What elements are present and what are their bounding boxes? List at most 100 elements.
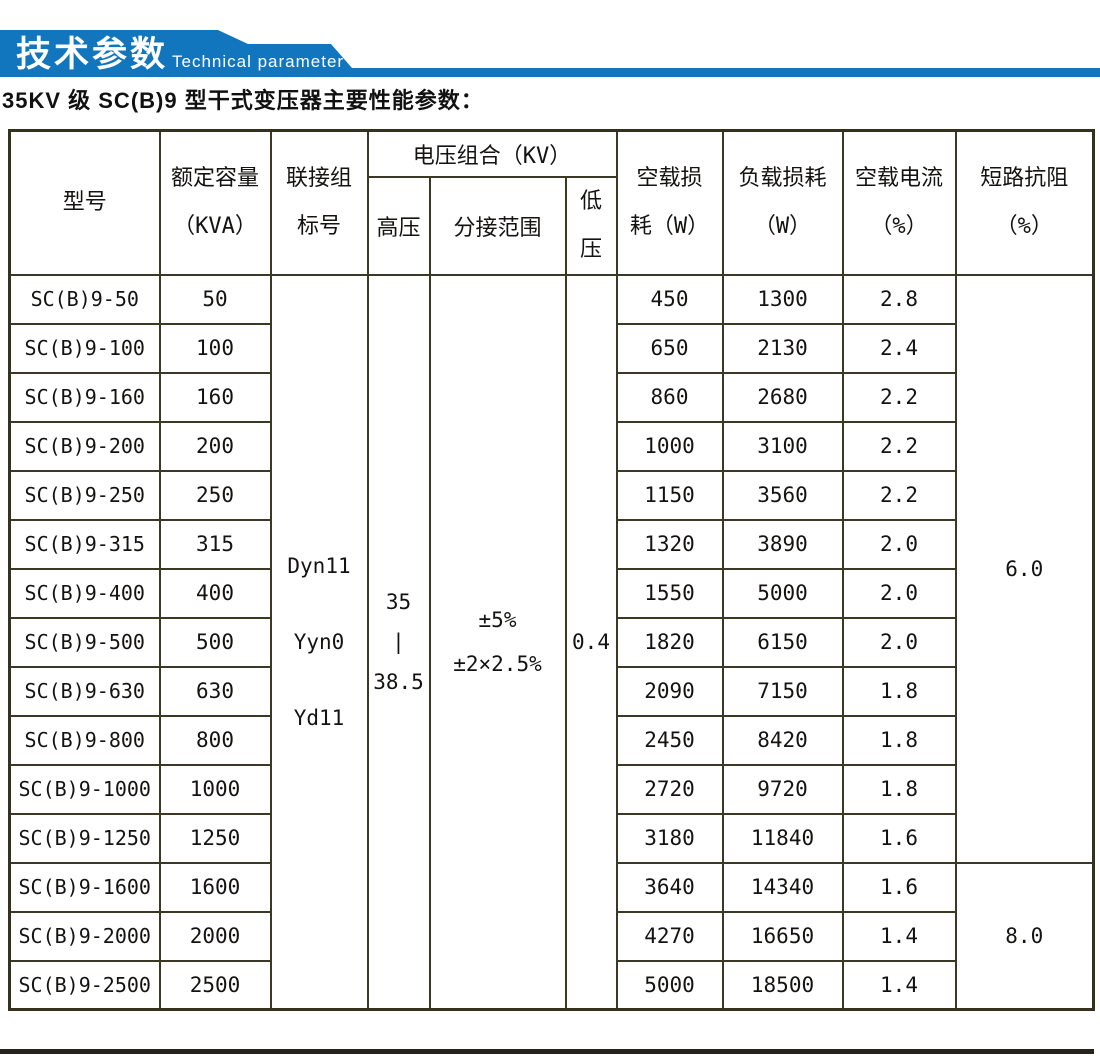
- cell-load-loss: 18500: [721, 959, 844, 1011]
- cell-no-load-current: 1.6: [841, 812, 957, 864]
- header-line: （%）: [995, 213, 1053, 239]
- cell-no-load-loss: 1000: [615, 420, 724, 472]
- cell-model: SC(B)9-100: [8, 322, 161, 374]
- connection-group-line: Yd11: [293, 705, 345, 730]
- cell-tap-range: ±5% ±2×2.5%: [428, 273, 567, 1011]
- cell-capacity: 400: [158, 567, 272, 619]
- cell-no-load-current: 1.6: [841, 861, 957, 913]
- table-row: SC(B)9-100 100 650 2130 2.4: [8, 322, 1094, 374]
- cell-model: SC(B)9-50: [8, 273, 161, 325]
- header-line: 额定容量: [170, 165, 259, 191]
- table-row: SC(B)9-2000 2000 4270 16650 1.4: [8, 910, 1094, 962]
- cell-impedance-8: 8.0: [954, 861, 1095, 1011]
- header-line: 标号: [296, 213, 341, 239]
- header-line: 耗（W）: [629, 213, 710, 239]
- header-no-load-current: 空载电流 （%）: [841, 129, 957, 276]
- tap-range-line: ±2×2.5%: [453, 651, 542, 676]
- cell-model: SC(B)9-1250: [8, 812, 161, 864]
- banner-title: 技术参数: [16, 35, 169, 74]
- cell-load-loss: 14340: [721, 861, 844, 913]
- cell-model: SC(B)9-400: [8, 567, 161, 619]
- cell-capacity: 160: [158, 371, 272, 423]
- header-row-1: 型号 额定容量 （KVA） 联接组 标号 电压组合（KV） 空载损 耗（W） 负…: [8, 129, 1095, 276]
- table-row: SC(B)9-1600 1600 3640 14340 1.6 8.0: [8, 861, 1095, 1011]
- header-line: 空载电流: [854, 165, 943, 191]
- cell-load-loss: 2130: [721, 322, 844, 374]
- header-hv: 高压: [366, 175, 431, 276]
- cell-load-loss: 3100: [721, 420, 844, 472]
- cell-no-load-loss: 1150: [615, 469, 724, 521]
- header-no-load-loss: 空载损 耗（W）: [615, 129, 724, 276]
- header-model: 型号: [8, 129, 161, 276]
- banner-subtitle: Technical parameter: [172, 52, 345, 71]
- header-line: 高压: [376, 215, 421, 241]
- header-line: （%）: [870, 213, 928, 239]
- cell-capacity: 50: [158, 273, 272, 325]
- cell-no-load-current: 2.8: [841, 273, 957, 325]
- header-voltage-combo: 电压组合（KV）: [366, 129, 618, 178]
- cell-no-load-loss: 3640: [615, 861, 724, 913]
- header-tap-range: 分接范围: [428, 175, 567, 276]
- cell-capacity: 2000: [158, 910, 272, 962]
- banner-ribbon: [0, 30, 1100, 77]
- cell-no-load-loss: 4270: [615, 910, 724, 962]
- cell-load-loss: 3560: [721, 469, 844, 521]
- cell-capacity: 1250: [158, 812, 272, 864]
- cell-no-load-current: 2.0: [841, 518, 957, 570]
- header-row-2: 高压 分接范围 低 压: [10, 175, 1094, 276]
- cell-no-load-loss: 2450: [615, 714, 724, 766]
- bottom-rule: [0, 1049, 1094, 1054]
- table-row: SC(B)9-1000 1000 2720 9720 1.8: [8, 763, 1094, 815]
- hv-line: |: [392, 629, 405, 654]
- cell-model: SC(B)9-630: [8, 665, 161, 717]
- cell-model: SC(B)9-2000: [8, 910, 161, 962]
- header-line: 分接范围: [453, 215, 542, 241]
- cell-no-load-loss: 3180: [615, 812, 724, 864]
- cell-capacity: 800: [158, 714, 272, 766]
- header-impedance: 短路抗阻 （%）: [954, 129, 1095, 276]
- cell-no-load-current: 1.8: [841, 714, 957, 766]
- cell-load-loss: 5000: [721, 567, 844, 619]
- cell-capacity: 2500: [158, 959, 272, 1011]
- cell-load-loss: 8420: [721, 714, 844, 766]
- cell-no-load-current: 1.4: [841, 959, 957, 1011]
- table-row: SC(B)9-50 50 Dyn11 Yyn0 Yd11 35 | 38.5 ±…: [8, 273, 1095, 1011]
- doc-title: 35KV 级 SC(B)9 型干式变压器主要性能参数：: [2, 88, 484, 113]
- cell-no-load-loss: 1320: [615, 518, 724, 570]
- cell-load-loss: 7150: [721, 665, 844, 717]
- connection-group-line: Dyn11: [287, 553, 351, 578]
- header-line: （W）: [753, 213, 812, 239]
- cell-model: SC(B)9-200: [8, 420, 161, 472]
- cell-no-load-current: 1.4: [841, 910, 957, 962]
- cell-capacity: 1600: [158, 861, 272, 913]
- cell-no-load-current: 1.8: [841, 763, 957, 815]
- hv-line: 38.5: [373, 669, 424, 694]
- cell-no-load-loss: 1820: [615, 616, 724, 668]
- cell-load-loss: 9720: [721, 763, 844, 815]
- header-lv: 低 压: [564, 175, 618, 276]
- cell-capacity: 500: [158, 616, 272, 668]
- cell-model: SC(B)9-315: [8, 518, 161, 570]
- cell-model: SC(B)9-800: [8, 714, 161, 766]
- header-line: （KVA）: [173, 213, 257, 239]
- header-line: 空载损: [636, 165, 703, 191]
- cell-no-load-current: 2.0: [841, 616, 957, 668]
- cell-no-load-loss: 450: [615, 273, 724, 325]
- hv-line: 35: [385, 589, 412, 614]
- cell-capacity: 315: [158, 518, 272, 570]
- cell-no-load-loss: 860: [615, 371, 724, 423]
- cell-no-load-loss: 2720: [615, 763, 724, 815]
- parameters-table: 型号 额定容量 （KVA） 联接组 标号 电压组合（KV） 空载损 耗（W） 负…: [8, 129, 1095, 1011]
- cell-lv-voltage: 0.4: [564, 273, 618, 1011]
- cell-no-load-loss: 5000: [615, 959, 724, 1011]
- cell-model: SC(B)9-2500: [8, 959, 161, 1011]
- table-row: SC(B)9-315 315 1320 3890 2.0: [8, 518, 1094, 570]
- cell-capacity: 630: [158, 665, 272, 717]
- cell-load-loss: 1300: [721, 273, 844, 325]
- table-row: SC(B)9-250 250 1150 3560 2.2: [8, 469, 1094, 521]
- header-line: 联接组: [285, 165, 352, 191]
- header-line: 电压组合（KV）: [412, 143, 572, 169]
- cell-connection-group: Dyn11 Yyn0 Yd11: [269, 273, 369, 1011]
- cell-load-loss: 6150: [721, 616, 844, 668]
